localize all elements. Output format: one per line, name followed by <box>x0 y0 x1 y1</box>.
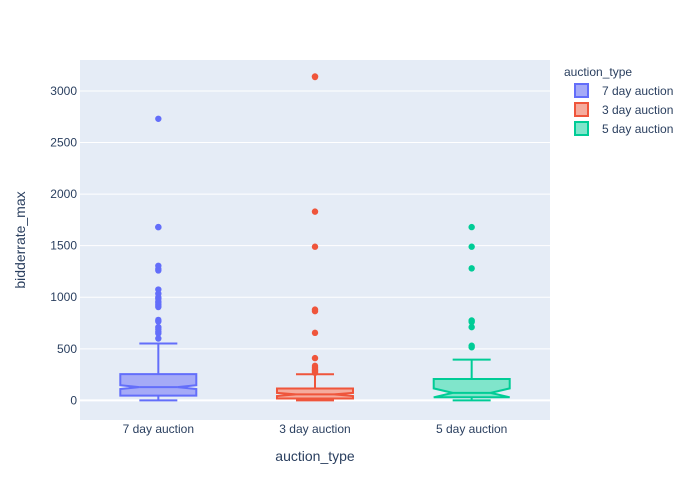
outlier-point <box>155 335 162 342</box>
notched-box <box>119 373 198 397</box>
outlier-point <box>155 267 162 274</box>
legend-item[interactable]: 5 day auction <box>574 121 673 136</box>
outlier-point <box>311 369 319 376</box>
y-tick-label: 2500 <box>50 136 77 150</box>
outlier-point <box>155 223 162 231</box>
outlier-point <box>155 115 162 122</box>
outlier-point <box>468 323 475 331</box>
y-tick-label: 0 <box>70 393 77 407</box>
legend-label: 3 day auction <box>602 103 673 117</box>
outlier-point <box>311 354 319 362</box>
x-tick-label: 3 day auction <box>279 422 350 436</box>
y-tick-label: 1000 <box>50 290 77 304</box>
outlier-point <box>155 303 162 311</box>
legend-swatch <box>574 121 589 136</box>
legend-label: 7 day auction <box>602 84 673 98</box>
y-tick-label: 500 <box>57 342 77 356</box>
y-axis-title: bidderrate_max <box>12 191 28 288</box>
outlier-point <box>311 243 319 250</box>
outlier-point <box>468 344 475 351</box>
box-group[interactable] <box>276 73 354 402</box>
outlier-point <box>311 329 319 337</box>
legend-label: 5 day auction <box>602 122 673 136</box>
legend-title: auction_type <box>564 65 632 79</box>
outlier-point <box>468 223 475 231</box>
legend-swatch <box>574 102 589 117</box>
y-tick-label: 1500 <box>50 239 77 253</box>
outlier-point <box>311 307 319 315</box>
box-group[interactable] <box>119 115 198 402</box>
box-group[interactable] <box>432 223 511 402</box>
y-tick-label: 3000 <box>50 84 77 98</box>
outlier-point <box>155 330 162 337</box>
box-series <box>119 73 511 402</box>
y-tick-label: 2000 <box>50 187 77 201</box>
outlier-point <box>311 73 319 81</box>
y-tick-labels: 0 500 1000 1500 2000 2500 3000 <box>50 84 77 407</box>
x-tick-labels: 7 day auction 3 day auction 5 day auction <box>123 422 508 436</box>
legend-item[interactable]: 3 day auction <box>574 102 673 117</box>
outlier-point <box>311 208 319 215</box>
legend[interactable]: auction_type 7 day auction 3 day auction 5… <box>564 65 673 136</box>
x-tick-label: 7 day auction <box>123 422 194 436</box>
x-axis-title: auction_type <box>275 448 355 464</box>
notched-box <box>432 378 511 399</box>
outlier-point <box>468 243 475 250</box>
outlier-point <box>155 318 162 325</box>
legend-item[interactable]: 7 day auction <box>574 83 673 98</box>
x-tick-label: 5 day auction <box>436 422 507 436</box>
legend-swatch <box>574 83 589 98</box>
outlier-point <box>468 265 475 272</box>
outlier-point <box>468 318 475 326</box>
